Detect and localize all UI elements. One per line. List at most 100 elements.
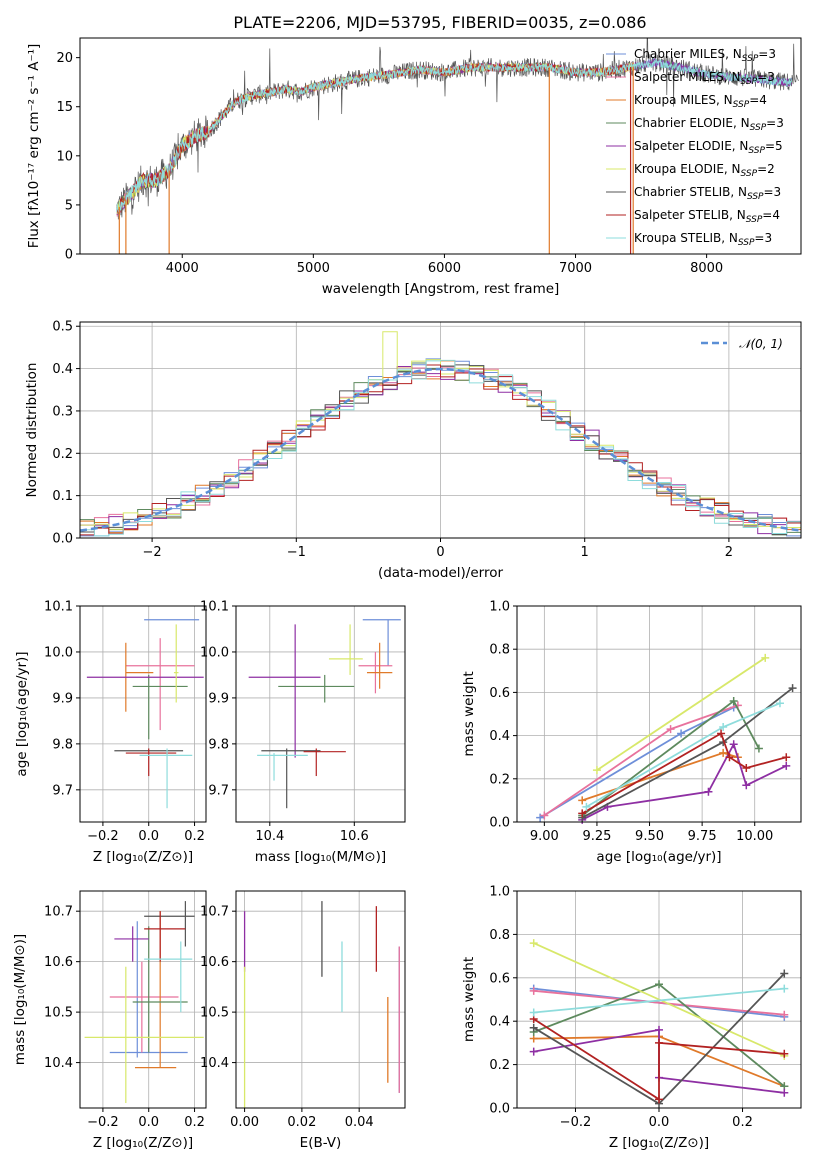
- y-axis-label: Normed distribution: [24, 363, 40, 498]
- legend-label: Kroupa MILES, NSSP=4: [634, 93, 767, 110]
- figure-title: PLATE=2206, MJD=53795, FIBERID=0035, z=0…: [233, 13, 646, 32]
- y-tick-label: 10.6: [200, 955, 229, 970]
- axes-frame: [516, 605, 802, 823]
- y-tick-label: 10.5: [44, 1006, 73, 1021]
- legend-label: Salpeter ELODIE, NSSP=5: [634, 139, 783, 156]
- normal-curve: [79, 367, 802, 532]
- x-tick-label: −1: [287, 545, 306, 560]
- y-tick-label: 0.1: [52, 489, 73, 504]
- x-tick-label: 0.2: [184, 829, 205, 844]
- x-tick-label: 4000: [166, 261, 199, 276]
- data-point-marker: [782, 753, 791, 762]
- plot-area: [116, 38, 799, 254]
- x-tick-label: 8000: [690, 261, 723, 276]
- plot-area: [84, 901, 204, 1103]
- x-axis-label: wavelength [Angstrom, rest frame]: [322, 281, 560, 297]
- data-point-marker: [754, 744, 763, 753]
- series-line: [533, 1018, 785, 1101]
- spectrum-line: [116, 58, 792, 215]
- legend-label: Chabrier STELIB, NSSP=3: [634, 185, 781, 202]
- x-tick-label: 9.50: [635, 829, 664, 844]
- y-axis-label: age [log₁₀(age/yr)]: [14, 651, 30, 776]
- x-axis-label: age [log₁₀(age/yr)]: [596, 849, 721, 865]
- y-tick-label: 1.0: [489, 885, 510, 900]
- y-tick-label: 10.4: [44, 1056, 73, 1071]
- x-tick-label: 10.00: [736, 829, 773, 844]
- y-tick-label: 0: [65, 248, 73, 263]
- y-tick-label: 0.8: [489, 643, 510, 658]
- y-tick-label: 0.6: [489, 686, 510, 701]
- data-point-marker: [780, 1049, 789, 1058]
- y-tick-label: 10: [56, 149, 73, 164]
- data-point-marker: [655, 980, 663, 989]
- x-tick-label: 7000: [559, 261, 592, 276]
- data-point-marker: [717, 729, 726, 738]
- chart-spectrum: 4000 5000 6000 7000 8000 0 5 10 15 20 wavelength […: [26, 37, 802, 297]
- x-tick-label: 0.2: [732, 1115, 753, 1130]
- x-tick-label: 0.0: [138, 1115, 159, 1130]
- y-tick-label: 0.2: [52, 447, 73, 462]
- chart-ebv-mass: 0.00 0.02 0.04 10.4 10.5 10.6 10.7 E(B-V): [200, 890, 406, 1151]
- x-tick-label: 0.00: [230, 1115, 259, 1130]
- data-point-marker: [529, 939, 538, 948]
- y-tick-label: 10.0: [200, 645, 229, 660]
- y-tick-label: 0.6: [489, 971, 510, 986]
- y-tick-label: 1.0: [489, 600, 510, 615]
- data-point-marker: [677, 729, 686, 738]
- legend-label: Chabrier ELODIE, NSSP=3: [634, 116, 784, 133]
- x-axis-label: Z [log₁₀(Z/Z⊙)]: [93, 849, 193, 865]
- x-tick-label: 10.4: [255, 829, 284, 844]
- x-axis-label: Z [log₁₀(Z/Z⊙)]: [93, 1135, 193, 1151]
- series-line: [533, 987, 785, 1014]
- chart-histogram: −2 −1 0 1 2 0.0 0.1 0.2 0.3 0.4 0.5 (data-model)/er…: [24, 320, 802, 581]
- y-tick-label: 9.8: [208, 737, 229, 752]
- data-point-marker: [761, 653, 770, 662]
- y-axis-label: Flux [fλ10⁻¹⁷ erg cm⁻² s⁻¹ A⁻¹]: [26, 44, 42, 249]
- legend-label: Salpeter MILES, NSSP=3: [634, 70, 775, 87]
- series-line: [596, 657, 766, 771]
- x-tick-label: 0.02: [287, 1115, 316, 1130]
- data-point-marker: [780, 969, 789, 978]
- x-axis-label: E(B-V): [300, 1135, 342, 1151]
- data-point-marker: [725, 753, 734, 762]
- data-point-marker: [704, 787, 713, 796]
- y-tick-label: 9.8: [52, 737, 73, 752]
- y-tick-label: 10.1: [44, 600, 73, 615]
- legend-label: Chabrier MILES, NSSP=3: [634, 47, 776, 64]
- y-tick-label: 10.1: [200, 600, 229, 615]
- y-tick-label: 9.7: [208, 783, 229, 798]
- data-point-marker: [578, 809, 587, 818]
- x-tick-label: −0.2: [87, 1115, 119, 1130]
- data-point-marker: [788, 684, 797, 693]
- chart-age-weight: 9.00 9.25 9.50 9.75 10.00 0.0 0.2 0.4 0.6 0.8 1.0 a…: [461, 600, 802, 865]
- y-tick-label: 10.6: [44, 955, 73, 970]
- plot-area: [86, 619, 204, 809]
- x-tick-label: 6000: [428, 261, 461, 276]
- axes-frame: [79, 890, 207, 1109]
- y-tick-label: 0.4: [489, 1015, 510, 1030]
- legend-label: Kroupa ELODIE, NSSP=2: [634, 162, 775, 179]
- x-tick-label: −2: [143, 545, 162, 560]
- legend: 𝒩(0, 1): [701, 337, 783, 351]
- data-point-marker: [578, 796, 587, 805]
- x-tick-label: 0.04: [345, 1115, 374, 1130]
- data-point-marker: [719, 722, 728, 731]
- y-tick-label: 0.4: [52, 362, 73, 377]
- x-axis-label: Z [log₁₀(Z/Z⊙)]: [609, 1135, 709, 1151]
- data-point-marker: [729, 697, 738, 706]
- y-axis-label: mass [log₁₀(M/M⊙)]: [12, 934, 28, 1065]
- y-tick-label: 10.5: [200, 1006, 229, 1021]
- x-tick-label: 10.6: [340, 829, 369, 844]
- y-tick-label: 0.2: [489, 772, 510, 787]
- legend-label: Kroupa STELIB, NSSP=3: [634, 231, 772, 248]
- plot-area: [529, 939, 789, 1108]
- data-point-marker: [536, 813, 545, 822]
- data-point-marker: [742, 764, 751, 772]
- x-tick-label: 0.0: [649, 1115, 670, 1130]
- chart-z-mass: −0.2 0.0 0.2 10.4 10.5 10.6 10.7 Z [log₁₀(Z/Z⊙)…: [12, 890, 207, 1151]
- data-point-marker: [780, 1010, 789, 1019]
- x-axis-label: mass [log₁₀(M/M⊙)]: [255, 849, 386, 865]
- y-tick-label: 0.2: [489, 1058, 510, 1073]
- data-point-marker: [729, 740, 738, 749]
